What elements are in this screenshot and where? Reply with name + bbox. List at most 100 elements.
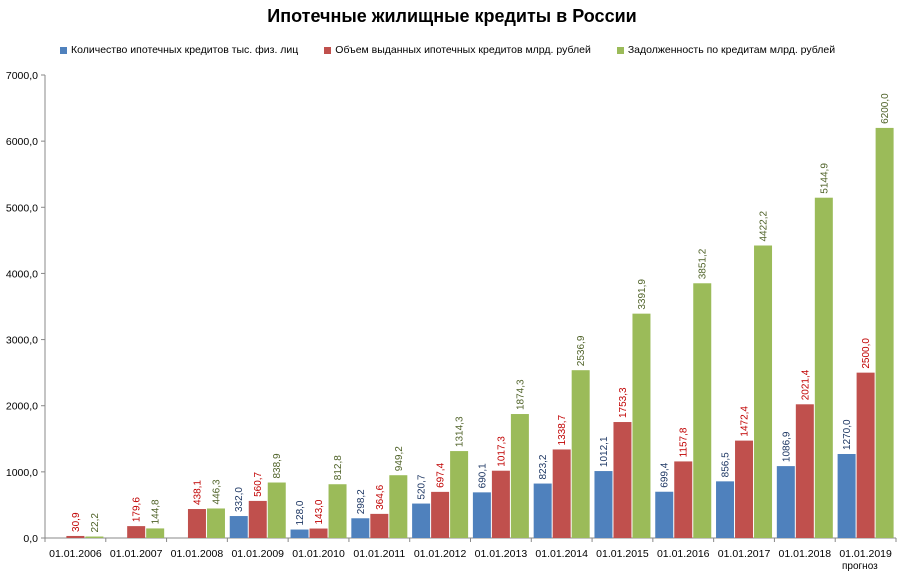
bar-series-2 [309,528,328,538]
legend-item-count: Количество ипотечных кредитов тыс. физ. … [60,44,298,56]
bar-series-3 [571,370,590,538]
x-tick-label: 01.01.2006 [49,548,102,560]
x-tick-label: 01.01.2009 [231,548,284,560]
bar-series-1 [351,518,370,538]
x-tick-label: 01.01.2015 [596,548,649,560]
bar-series-3 [85,536,104,538]
data-label-series-2: 438,1 [192,480,203,505]
data-label-series-3: 838,9 [272,453,283,478]
legend-item-debt: Задолженность по кредитам млрд. рублей [616,44,836,56]
bar-series-3 [206,508,225,538]
data-label-series-2: 143,0 [314,499,325,524]
bar-series-3 [814,197,833,539]
bar-series-1 [716,481,735,538]
data-label-series-3: 2536,9 [576,335,587,366]
bar-series-2 [856,372,875,538]
bar-series-2 [127,526,146,538]
bar-series-1 [472,492,491,538]
bar-series-2 [491,470,510,538]
legend-swatch-debt [616,46,624,54]
legend-label-count: Количество ипотечных кредитов тыс. физ. … [71,44,299,56]
chart-title: Ипотечные жилищные кредиты в России [267,6,637,26]
bar-series-2 [66,535,85,538]
x-tick-label: 01.01.2019 [839,548,892,560]
data-label-series-2: 1157,8 [679,427,690,457]
data-label-series-1: 520,7 [417,474,428,499]
data-label-series-2: 1338,7 [557,414,568,445]
y-tick-label: 7000,0 [6,70,38,82]
legend: Количество ипотечных кредитов тыс. физ. … [60,44,835,56]
y-tick-label: 0,0 [23,533,38,545]
data-label-series-3: 4422,2 [759,210,770,241]
data-label-series-2: 30,9 [71,512,82,532]
x-tick-label: 01.01.2016 [657,548,710,560]
x-tick-label: 01.01.2008 [171,548,224,560]
bar-series-3 [450,451,469,538]
data-label-series-3: 22,2 [90,513,101,533]
legend-label-debt: Задолженность по кредитам млрд. рублей [627,44,836,56]
bar-series-2 [248,500,267,538]
data-label-series-1: 332,0 [234,487,245,512]
x-tick-label: 01.01.2013 [475,548,528,560]
y-tick-label: 5000,0 [6,202,38,214]
bar-series-2 [613,422,632,538]
bar-series-1 [229,516,248,538]
bar-series-3 [146,528,165,538]
bar-series-3 [875,127,894,539]
data-label-series-3: 812,8 [333,455,344,480]
bar-series-1 [837,453,856,538]
data-label-series-1: 1270,0 [842,419,853,450]
bar-series-1 [290,529,309,538]
y-tick-label: 3000,0 [6,335,38,347]
data-label-series-3: 446,3 [211,479,222,504]
x-tick-label: 01.01.2010 [292,548,345,560]
legend-swatch-volume [324,46,332,54]
bar-series-1 [412,503,431,538]
data-label-series-2: 1472,4 [740,406,751,437]
x-tick-label: 01.01.2017 [718,548,771,560]
y-tick-label: 2000,0 [6,401,38,413]
data-label-series-2: 2500,0 [861,338,872,369]
data-label-series-1: 298,2 [356,489,367,514]
bar-series-3 [328,484,347,538]
bar-series-3 [510,414,529,538]
bar-series-3 [754,245,773,538]
data-label-series-1: 1086,9 [781,431,792,462]
bar-series-2 [674,461,693,538]
data-label-series-3: 6200,0 [880,93,891,124]
bar-series-2 [370,513,389,538]
data-label-series-3: 1314,3 [455,416,466,447]
bar-series-1 [655,491,674,538]
legend-item-volume: Объем выданных ипотечных кредитов млрд. … [324,44,591,56]
legend-label-volume: Объем выданных ипотечных кредитов млрд. … [335,44,591,56]
data-label-series-1: 1012,1 [599,436,610,467]
data-label-series-3: 144,8 [151,499,162,524]
data-label-series-2: 179,6 [132,497,143,522]
data-label-series-3: 3391,9 [637,279,648,310]
data-label-series-3: 3851,2 [698,248,709,279]
legend-swatch-count [60,46,67,54]
y-tick-label: 6000,0 [6,136,38,148]
bar-series-3 [632,313,651,538]
data-label-series-2: 1753,3 [618,387,629,418]
bar-series-2 [431,491,450,538]
x-tick-label: 01.01.2014 [535,548,588,560]
data-label-series-1: 856,5 [721,452,732,477]
data-label-series-2: 1017,3 [496,436,507,467]
bar-series-1 [776,466,795,538]
data-label-series-3: 1874,3 [515,379,526,410]
x-tick-label: 01.01.2007 [110,548,163,560]
data-label-series-2: 560,7 [253,471,264,496]
y-tick-label: 4000,0 [6,268,38,280]
bar-series-2 [795,404,814,538]
forecast-note: прогноз [842,561,878,572]
data-label-series-1: 128,0 [295,500,306,525]
x-tick-label: 01.01.2011 [353,548,405,560]
bar-series-1 [594,471,613,538]
bar-series-3 [267,482,286,538]
data-label-series-2: 697,4 [436,462,447,487]
bar-series-3 [389,475,408,538]
bar-series-3 [693,283,712,538]
data-label-series-3: 5144,9 [819,163,830,194]
